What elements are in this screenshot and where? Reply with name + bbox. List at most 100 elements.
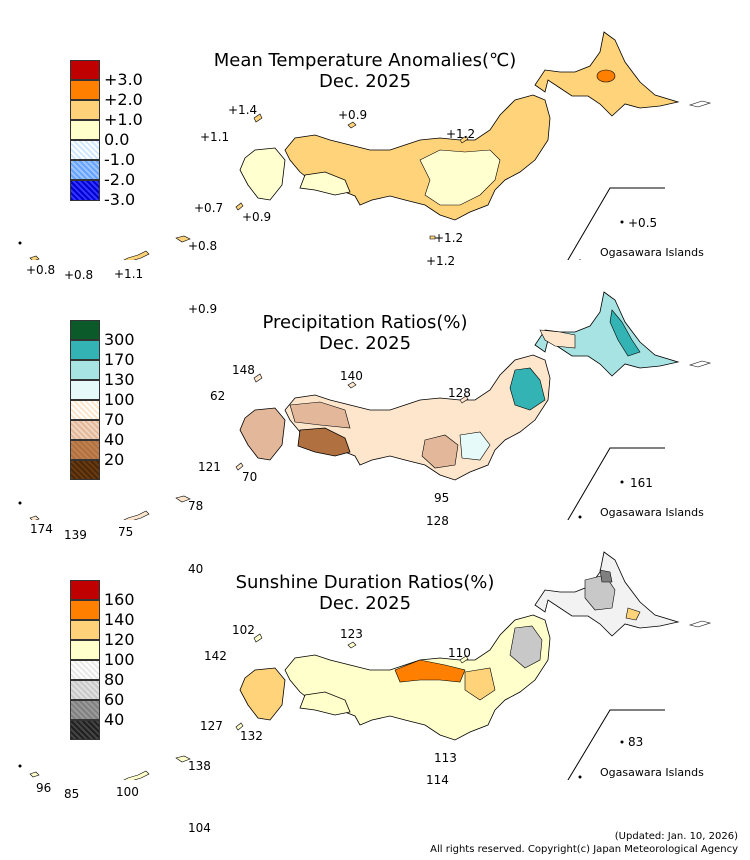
station-value: +1.2 [434,231,464,245]
station-value: +1.2 [426,254,456,268]
legend-label: +2.0 [104,90,143,109]
precipitation-map [18,291,712,520]
kanto-warm-area [464,667,496,701]
temperature-title: Mean Temperature Anomalies(℃) Dec. 2025 [180,50,550,92]
station-value: 83 [628,735,644,749]
legend-label: 20 [104,450,125,469]
footer: (Updated: Jan. 10, 2026) All rights rese… [430,830,738,856]
honshu-light-area [419,149,501,206]
station-value: 128 [426,514,449,528]
legend-label: -1.0 [104,150,136,169]
legend-swatch [70,620,100,640]
legend-label: +3.0 [104,70,143,89]
legend-swatch [70,80,100,100]
legend-swatch [70,680,100,700]
legend-swatch [70,340,100,360]
tohoku-grey-area [509,625,543,669]
shikoku-region [299,171,351,196]
legend-label: 160 [104,590,135,609]
station-value: 100 [116,785,139,799]
station-value: +1.2 [446,127,476,141]
island-group [29,633,469,780]
station-value: +0.8 [64,268,94,282]
station-value: 114 [426,773,449,787]
temperature-subtitle: Dec. 2025 [318,71,412,92]
chubu-tan-area [421,434,459,469]
temperature-panel: Mean Temperature Anomalies(℃) Dec. 2025 … [0,0,750,315]
sunshine-panel: Sunshine Duration Ratios(%) Dec. 2025 16… [0,520,750,834]
updated-date: (Updated: Jan. 10, 2026) [614,831,738,842]
station-value: +1.1 [114,267,144,281]
station-value: +1.4 [228,103,258,117]
legend-label: -2.0 [104,170,136,189]
legend-label: 140 [104,610,135,629]
tohoku-teal-area [509,367,546,411]
station-value: 138 [188,759,211,773]
station-value: +0.8 [188,239,218,253]
station-value: +0.9 [188,302,218,316]
kyushu-region [239,407,286,461]
station-value: 148 [232,363,255,377]
station-value: 85 [64,787,80,801]
legend-label: 40 [104,710,125,729]
station-value: 78 [188,499,204,513]
sunshine-title-text: Sunshine Duration Ratios(%) [235,572,495,593]
legend-label: 60 [104,690,125,709]
kyushu-region [239,147,286,201]
legend-swatch [70,580,100,600]
station-value: 110 [448,646,471,660]
legend-label: 120 [104,630,135,649]
legend-label: 70 [104,410,125,429]
legend-label: 300 [104,330,135,349]
legend-swatch [70,140,100,160]
station-value: 132 [240,729,263,743]
legend-swatch [70,660,100,680]
shikoku-region [299,691,351,716]
station-value: 140 [340,369,363,383]
precipitation-subtitle: Dec. 2025 [318,333,412,354]
station-value: 174 [30,522,53,536]
ogasawara-inset-frame [567,447,665,520]
legend-swatch [70,60,100,80]
hokuriku-hot-area [394,659,466,683]
kanto-light-area [459,431,491,461]
shikoku-region [297,427,351,457]
ogasawara-inset-frame [567,709,665,780]
station-value: +1.1 [200,130,230,144]
station-value: +0.9 [338,108,368,122]
hokkaido-region [534,291,680,377]
station-value: 142 [204,649,227,663]
station-value: 62 [210,389,226,403]
legend-swatch [70,180,100,201]
ogasawara-label: Ogasawara Islands [600,766,704,779]
legend-swatch [70,600,100,620]
station-value: 121 [198,460,221,474]
legend-label: 130 [104,370,135,389]
station-value: +0.5 [628,216,658,230]
legend-swatch [70,380,100,400]
legend-label: -3.0 [104,190,136,209]
kyushu-region [239,667,286,721]
legend-label: 0.0 [104,130,130,149]
station-value: 102 [232,623,255,637]
station-value: 127 [200,719,223,733]
station-value: 123 [340,627,363,641]
station-value: 139 [64,528,87,542]
chugoku-tan-area [289,401,351,429]
precipitation-title: Precipitation Ratios(%) Dec. 2025 [180,312,550,354]
station-value: 95 [434,491,450,505]
legend-swatch [70,100,100,120]
station-value: 128 [448,386,471,400]
legend-swatch [70,160,100,180]
legend-swatch [70,120,100,140]
station-value: 113 [434,751,457,765]
ogasawara-label: Ogasawara Islands [600,506,704,519]
sunshine-title: Sunshine Duration Ratios(%) Dec. 2025 [180,572,550,614]
sunshine-map [18,551,712,780]
legend-label: 170 [104,350,135,369]
legend-swatch [70,460,100,480]
station-value: 96 [36,781,52,795]
precipitation-title-text: Precipitation Ratios(%) [262,312,468,333]
station-value: +0.8 [26,263,56,277]
copyright-notice: All rights reserved. Copyright(c) Japan … [430,844,738,855]
